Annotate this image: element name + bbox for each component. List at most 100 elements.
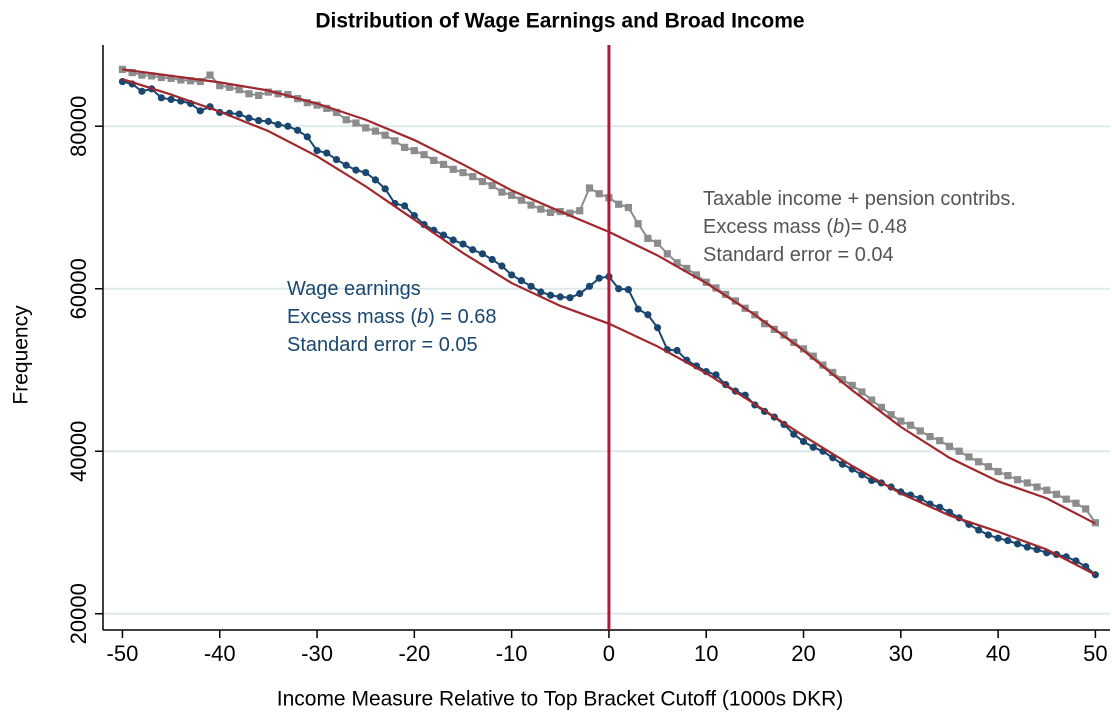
point: [916, 427, 924, 435]
point: [1062, 495, 1070, 503]
point: [206, 71, 214, 79]
point: [264, 117, 273, 125]
annotation-text: Excess mass (: [703, 216, 833, 238]
annotation: Standard error = 0.04: [703, 244, 894, 266]
point: [994, 467, 1002, 476]
point: [498, 188, 506, 196]
point: [595, 190, 603, 198]
point: [790, 430, 798, 438]
point: [371, 127, 380, 135]
point: [556, 293, 564, 301]
point: [712, 371, 720, 379]
annotation-text: Standard error = 0.05: [287, 334, 478, 356]
annotation: Standard error = 0.05: [287, 334, 478, 356]
x-tick-label: -20: [398, 641, 430, 666]
chart-title: Distribution of Wage Earnings and Broad …: [315, 10, 804, 33]
point: [663, 250, 671, 258]
annotation: Excess mass (b)= 0.48: [703, 216, 907, 238]
point: [644, 234, 652, 242]
point: [138, 87, 146, 95]
annotation-text: )= 0.48: [844, 216, 907, 238]
point: [1043, 486, 1051, 494]
y-tick-label: 40000: [66, 421, 91, 482]
point: [439, 231, 448, 239]
point: [576, 290, 584, 298]
point: [235, 110, 243, 118]
point: [449, 236, 457, 244]
point: [809, 443, 817, 451]
x-tick-label: 0: [603, 641, 615, 666]
point: [761, 320, 769, 328]
point: [488, 181, 496, 190]
x-tick-label: -10: [496, 641, 528, 666]
point: [167, 74, 175, 82]
point: [1004, 537, 1012, 545]
point: [615, 200, 623, 208]
point: [420, 151, 428, 159]
point: [362, 168, 370, 177]
point: [225, 83, 234, 91]
point: [303, 99, 311, 107]
x-tick-label: -40: [204, 641, 236, 666]
point: [537, 205, 545, 213]
point: [546, 208, 555, 216]
point: [196, 77, 204, 86]
point: [984, 531, 992, 539]
y-tick-label: 80000: [66, 96, 91, 157]
point: [138, 71, 146, 79]
point: [216, 82, 224, 90]
point: [994, 534, 1002, 542]
point: [906, 421, 915, 429]
point: [897, 417, 905, 425]
point: [478, 250, 487, 258]
point: [1082, 505, 1090, 513]
annotation-text: Excess mass (: [287, 306, 417, 328]
annotation-text: Standard error = 0.04: [703, 244, 894, 266]
point: [157, 94, 165, 102]
point: [410, 147, 418, 155]
point: [634, 305, 642, 313]
point: [508, 271, 516, 279]
x-tick-label: -30: [301, 641, 333, 666]
point: [868, 396, 876, 404]
point: [527, 201, 535, 209]
point: [245, 90, 253, 98]
y-tick-label: 60000: [66, 258, 91, 319]
point: [498, 262, 506, 270]
point: [634, 220, 642, 228]
point: [313, 147, 321, 155]
point: [381, 185, 389, 193]
point: [615, 285, 623, 293]
annotation: Wage earnings: [287, 278, 421, 300]
annotation-text: Wage earnings: [287, 278, 421, 300]
point: [196, 107, 204, 115]
point: [342, 161, 350, 169]
x-tick-label: 30: [889, 641, 913, 666]
point: [459, 168, 467, 177]
point: [332, 155, 341, 164]
annotation: Taxable income + pension contribs.: [703, 188, 1016, 210]
point: [478, 177, 487, 186]
point: [352, 166, 360, 174]
point: [653, 239, 662, 247]
point: [401, 143, 409, 151]
x-tick-label: 20: [791, 641, 815, 666]
point: [488, 255, 496, 264]
point: [809, 352, 817, 360]
point: [148, 72, 156, 80]
point: [799, 437, 808, 446]
point: [362, 124, 370, 132]
point: [585, 282, 594, 290]
x-tick-label: 40: [986, 641, 1010, 666]
point: [469, 246, 477, 254]
point: [323, 149, 331, 157]
point: [517, 277, 525, 285]
annotation-text: ) = 0.68: [428, 306, 496, 328]
x-tick-label: 10: [694, 641, 718, 666]
point: [566, 294, 574, 302]
point: [838, 460, 847, 468]
y-axis-title: Frequency: [10, 305, 33, 405]
point: [566, 209, 574, 217]
point: [858, 388, 866, 396]
point: [653, 324, 662, 332]
